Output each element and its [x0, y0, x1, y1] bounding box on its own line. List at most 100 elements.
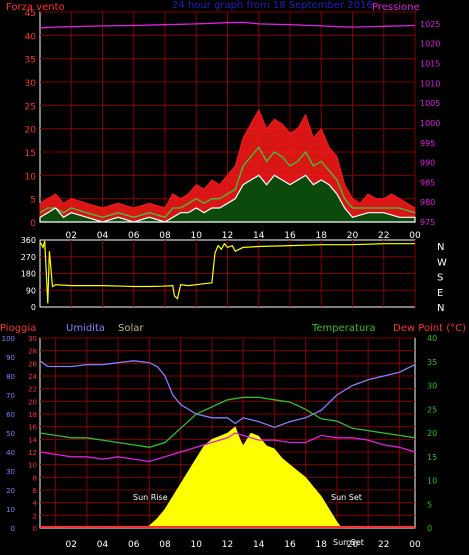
temperature-tick-label: 0	[427, 524, 432, 533]
climate-series	[39, 360, 416, 529]
humidity-tick-label: 50	[6, 430, 15, 438]
pressure-series	[39, 21, 416, 29]
humidity-tick-label: 60	[6, 411, 15, 419]
wind-x-tick-label: 20	[347, 231, 359, 241]
humidity-tick-label: 40	[6, 449, 15, 457]
climate-x-tick-label: 06	[128, 540, 140, 550]
wind-x-tick-label: 10	[191, 231, 203, 241]
wind-x-tick-label: 02	[66, 231, 77, 241]
wind-tick-label: 15	[25, 149, 36, 159]
direction-tick-label: 90	[26, 286, 36, 295]
wind-x-tick-label: 22	[378, 231, 389, 241]
temperature-tick-label: 40	[427, 334, 437, 343]
direction-tick-label: 180	[21, 270, 36, 279]
rain-tick-label: 22	[28, 386, 37, 394]
rain-tick-label: 20	[28, 398, 37, 406]
direction-tick-label: 360	[21, 236, 36, 245]
temperature-ticks: 0 5 10 15 20 25 30 35 40	[427, 334, 437, 533]
wind-speed-series	[39, 174, 416, 223]
rain-tick-label: 26	[28, 360, 37, 368]
rain-tick-label: 18	[28, 411, 37, 419]
wind-left-ticks: 0 5 10 15 20 25 30 35 40 45	[25, 9, 37, 229]
climate-x-tick-label: 16	[284, 540, 296, 550]
climate-x-tick-label: 04	[97, 540, 109, 550]
temperature-label: Temperatura	[311, 323, 376, 334]
wind-tick-label: 35	[25, 56, 36, 66]
rain-tick-label: 14	[28, 436, 37, 444]
pressure-tick-label: 1000	[420, 119, 440, 128]
pressure-tick-label: 990	[420, 159, 435, 168]
wind-x-tick-label: 16	[284, 231, 296, 241]
rain-tick-label: 28	[28, 348, 37, 356]
wind-direction-series	[39, 240, 415, 304]
humidity-tick-label: 70	[6, 392, 15, 400]
temperature-tick-label: 10	[427, 477, 437, 486]
wind-x-tick-label: 08	[159, 231, 171, 241]
rain-tick-label: 2	[33, 512, 37, 520]
climate-x-tick-label: 22	[378, 540, 389, 550]
wind-tick-label: 0	[30, 219, 36, 229]
pressure-tick-label: 980	[420, 198, 435, 207]
wind-x-ticks: 02 04 06 08 10 12 14 16 18 20 22 00	[66, 231, 421, 241]
humidity-tick-label: 20	[6, 487, 15, 495]
sunrise-annotation: Sun Rise	[133, 493, 168, 502]
humidity-tick-label: 30	[6, 468, 15, 476]
compass-tick-label: N	[437, 303, 444, 314]
temperature-series	[39, 396, 416, 448]
wind-x-tick-label: 04	[97, 231, 109, 241]
pressure-tick-label: 995	[420, 139, 435, 148]
wind-x-tick-label: 00	[409, 231, 421, 241]
compass-tick-label: E	[437, 288, 443, 299]
pressure-tick-label: 1005	[420, 99, 440, 108]
temperature-tick-label: 15	[427, 453, 437, 462]
wind-tick-label: 20	[25, 126, 37, 136]
wind-tick-label: 25	[25, 102, 36, 112]
compass-tick-label: S	[437, 273, 443, 284]
climate-x-tick-label: 14	[253, 540, 265, 550]
climate-x-tick-label: 12	[222, 540, 233, 550]
rain-tick-label: 10	[28, 462, 37, 470]
climate-x-tick-label: 02	[66, 540, 77, 550]
temperature-tick-label: 20	[427, 429, 437, 438]
temperature-tick-label: 5	[427, 500, 432, 509]
pressure-tick-label: 985	[420, 178, 435, 187]
dewpoint-series	[39, 432, 416, 463]
direction-tick-label: 270	[21, 253, 36, 262]
wind-axis-label: Forza vento	[6, 2, 65, 13]
pressure-tick-label: 1015	[420, 60, 440, 69]
sunset-annotation: Sun Set	[331, 493, 362, 502]
humidity-ticks: 0 10 20 30 40 50 60 70 80 90 100	[2, 335, 15, 533]
wind-series	[39, 21, 416, 223]
dewpoint-label: Dew Point (°C)	[393, 323, 466, 334]
wind-tick-label: 30	[25, 79, 37, 89]
rain-tick-label: 8	[33, 474, 37, 482]
climate-x-tick-label: 00	[409, 540, 421, 550]
rain-tick-label: 6	[33, 487, 38, 495]
humidity-label: Umidita	[66, 323, 105, 334]
chart-title: 24 hour graph from 18 September 2016	[172, 0, 373, 11]
wind-x-tick-label: 06	[128, 231, 140, 241]
climate-x-ticks: 02 04 06 08 10 12 14 16 18 20 22 00	[66, 540, 421, 550]
average-wind-series	[39, 146, 416, 219]
pressure-tick-label: 975	[420, 218, 435, 227]
humidity-series	[39, 360, 416, 428]
rain-tick-label: 0	[33, 525, 37, 533]
compass-tick-label: W	[437, 257, 447, 268]
wind-x-tick-label: 12	[222, 231, 233, 241]
humidity-tick-label: 90	[6, 354, 15, 362]
temperature-tick-label: 35	[427, 358, 437, 367]
temperature-tick-label: 25	[427, 405, 437, 414]
humidity-tick-label: 10	[6, 506, 15, 514]
direction-tick-label: 0	[31, 303, 36, 312]
rain-tick-label: 12	[28, 449, 37, 457]
rain-tick-label: 30	[28, 335, 37, 343]
pressure-right-ticks: 975 980 985 990 995 1000 1005 1010 1015 1020 1025	[420, 20, 440, 227]
rain-tick-label: 16	[28, 424, 37, 432]
wind-x-tick-label: 18	[316, 231, 328, 241]
humidity-tick-label: 100	[2, 335, 15, 343]
